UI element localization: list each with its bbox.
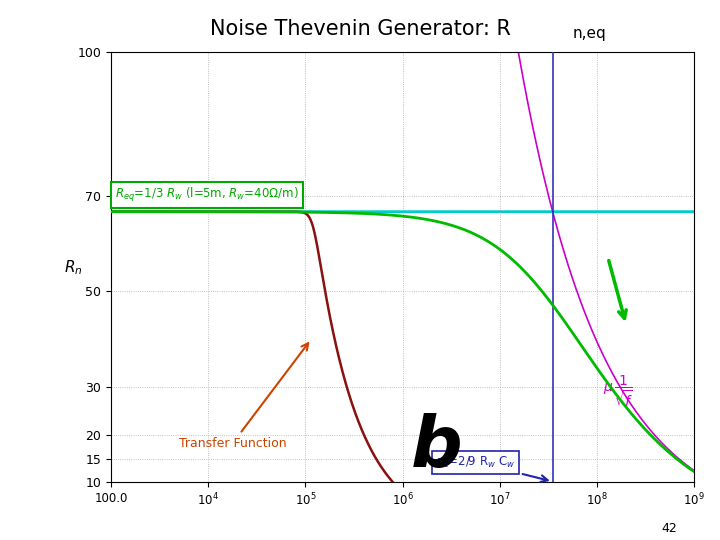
Text: $R_{eq}$=1/3 $R_w$ (l=5m, $R_w$=40Ω/m): $R_{eq}$=1/3 $R_w$ (l=5m, $R_w$=40Ω/m) [115,186,299,204]
Text: $R_n$: $R_n$ [64,258,82,277]
Text: n,eq: n,eq [572,26,606,41]
Text: $\mu\,\dfrac{1}{\sqrt{f}}$: $\mu\,\dfrac{1}{\sqrt{f}}$ [603,374,633,409]
Text: 42: 42 [661,522,677,535]
Text: Noise Thevenin Generator: R: Noise Thevenin Generator: R [210,19,510,39]
Text: $\tau_c$=2/9 R$_w$ C$_w$: $\tau_c$=2/9 R$_w$ C$_w$ [436,455,548,482]
Text: $\boldsymbol{b}$: $\boldsymbol{b}$ [410,414,462,482]
Text: Transfer Function: Transfer Function [179,343,308,450]
